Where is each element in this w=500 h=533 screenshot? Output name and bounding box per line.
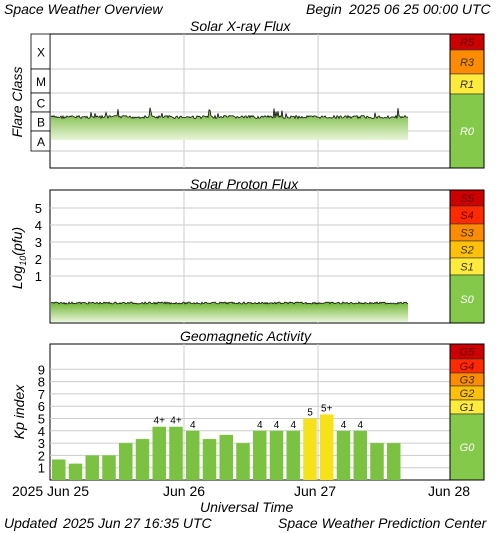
kp-ytick-6: 6 xyxy=(38,399,45,414)
kp-bar-label-18: 4 xyxy=(357,420,363,431)
proton-ytick-5: 5 xyxy=(35,201,42,216)
kp-bar-14 xyxy=(286,430,300,480)
kp-bar-6 xyxy=(152,426,166,480)
kp-bar-18 xyxy=(353,430,367,480)
xaxis-tick-jun25: 2025 Jun 25 xyxy=(12,483,90,499)
geomag-title: Geomagnetic Activity xyxy=(180,328,311,344)
xaxis-tick-jun27: Jun 27 xyxy=(294,483,337,499)
proton-scale-label-S1: S1 xyxy=(460,262,473,274)
kp-scale-label-G4: G4 xyxy=(460,361,475,373)
xray-scale-label-R1: R1 xyxy=(460,79,474,91)
xaxis-tick-jun28: Jun 28 xyxy=(428,483,471,499)
kp-ylabel: Kp index xyxy=(11,384,27,439)
kp-scale-label-G2: G2 xyxy=(460,388,475,400)
proton-ylabel: Log10(pfu) xyxy=(9,227,28,289)
proton-ytick-2: 2 xyxy=(35,252,42,267)
xray-scale-frame xyxy=(449,33,485,169)
kp-bar-5 xyxy=(135,439,150,480)
proton-ylabel-log: Log xyxy=(9,266,25,290)
proton-ylabel-sub: 10 xyxy=(18,256,28,266)
proton-ytick-4: 4 xyxy=(35,218,42,233)
kp-bar-label-8: 4 xyxy=(190,420,196,431)
kp-bar-8 xyxy=(186,430,200,480)
xray-scale-band-R3 xyxy=(449,49,485,75)
kp-ytick-3: 3 xyxy=(38,436,45,451)
begin-label: Begin xyxy=(306,1,342,17)
xray-frame xyxy=(49,33,451,169)
proton-frame xyxy=(49,189,451,324)
kp-bar-1 xyxy=(68,463,83,480)
kp-bar-label-6: 4+ xyxy=(154,416,166,427)
xray-class-label-M: M xyxy=(36,75,46,89)
proton-area xyxy=(51,302,408,322)
proton-scale-frame xyxy=(449,189,485,324)
kp-ytick-8: 8 xyxy=(38,375,45,390)
begin-time: 2025 06 25 00:00 UTC xyxy=(349,1,491,17)
proton-ylabel-unit: (pfu) xyxy=(9,227,25,256)
xaxis-label: Universal Time xyxy=(200,499,294,515)
kp-bar-2 xyxy=(85,455,99,480)
xray-class-label-X: X xyxy=(37,46,45,60)
kp-bar-20 xyxy=(387,443,401,480)
kp-scale-label-G1: G1 xyxy=(460,402,475,414)
kp-bar-label-13: 4 xyxy=(274,420,280,431)
updated-label: Updated xyxy=(4,515,57,531)
credit: Space Weather Prediction Center xyxy=(278,515,487,531)
xray-class-label-C: C xyxy=(37,97,46,111)
kp-scale-label-G5: G5 xyxy=(460,347,476,359)
kp-bar-label-16: 5+ xyxy=(321,403,333,414)
kp-scale-label-G3: G3 xyxy=(460,375,476,387)
xray-area xyxy=(51,107,408,140)
xray-class-box-A xyxy=(30,130,51,152)
xray-scale-label-R0: R0 xyxy=(460,126,475,138)
xray-class-label-A: A xyxy=(37,135,45,149)
kp-bar-11 xyxy=(236,443,250,480)
kp-ytick-1: 1 xyxy=(38,461,45,476)
kp-bar-16 xyxy=(320,414,334,480)
kp-ytick-5: 5 xyxy=(38,412,45,427)
kp-ytick-4: 4 xyxy=(38,424,45,439)
kp-bar-0 xyxy=(52,459,66,480)
kp-ytick-2: 2 xyxy=(38,448,45,463)
kp-bar-label-17: 4 xyxy=(341,420,347,431)
kp-scale-frame xyxy=(449,343,485,481)
kp-bar-15 xyxy=(303,418,317,480)
xray-scale-label-R5: R5 xyxy=(460,37,475,49)
xray-line xyxy=(50,107,408,120)
kp-bar-17 xyxy=(336,430,351,480)
proton-line xyxy=(50,301,409,305)
kp-bar-12 xyxy=(253,430,267,480)
proton-ytick-3: 3 xyxy=(35,235,42,250)
xray-ylabel: Flare Class xyxy=(9,67,25,138)
kp-bar-19 xyxy=(370,443,384,480)
xray-class-label-B: B xyxy=(37,116,45,130)
page-title: Space Weather Overview xyxy=(4,1,163,17)
proton-scale-label-S3: S3 xyxy=(460,228,474,240)
proton-title: Solar Proton Flux xyxy=(190,176,299,192)
xray-scale-band-R0 xyxy=(449,93,485,169)
kp-ytick-7: 7 xyxy=(38,387,45,402)
xray-scale-label-R3: R3 xyxy=(460,57,475,69)
kp-scale-label-G0: G0 xyxy=(460,442,476,454)
kp-bar-13 xyxy=(269,430,284,480)
kp-ytick-9: 9 xyxy=(38,362,45,377)
kp-bar-3 xyxy=(102,455,116,480)
xray-title: Solar X-ray Flux xyxy=(190,18,291,34)
kp-bar-label-7: 4+ xyxy=(170,416,182,427)
proton-ytick-1: 1 xyxy=(35,269,42,284)
kp-bar-4 xyxy=(119,443,133,480)
updated-time: 2025 Jun 27 16:35 UTC xyxy=(63,515,212,531)
kp-bar-label-12: 4 xyxy=(257,420,263,431)
kp-bar-9 xyxy=(202,439,217,480)
kp-bar-label-14: 4 xyxy=(290,420,296,431)
kp-bar-label-15: 5 xyxy=(307,408,313,419)
proton-scale-label-S5: S5 xyxy=(460,193,474,205)
xaxis-tick-jun26: Jun 26 xyxy=(163,483,206,499)
proton-scale-label-S2: S2 xyxy=(460,245,473,257)
proton-scale-label-S0: S0 xyxy=(460,294,474,306)
kp-bar-10 xyxy=(219,434,233,480)
proton-scale-label-S4: S4 xyxy=(460,210,473,222)
kp-bar-7 xyxy=(169,426,183,480)
